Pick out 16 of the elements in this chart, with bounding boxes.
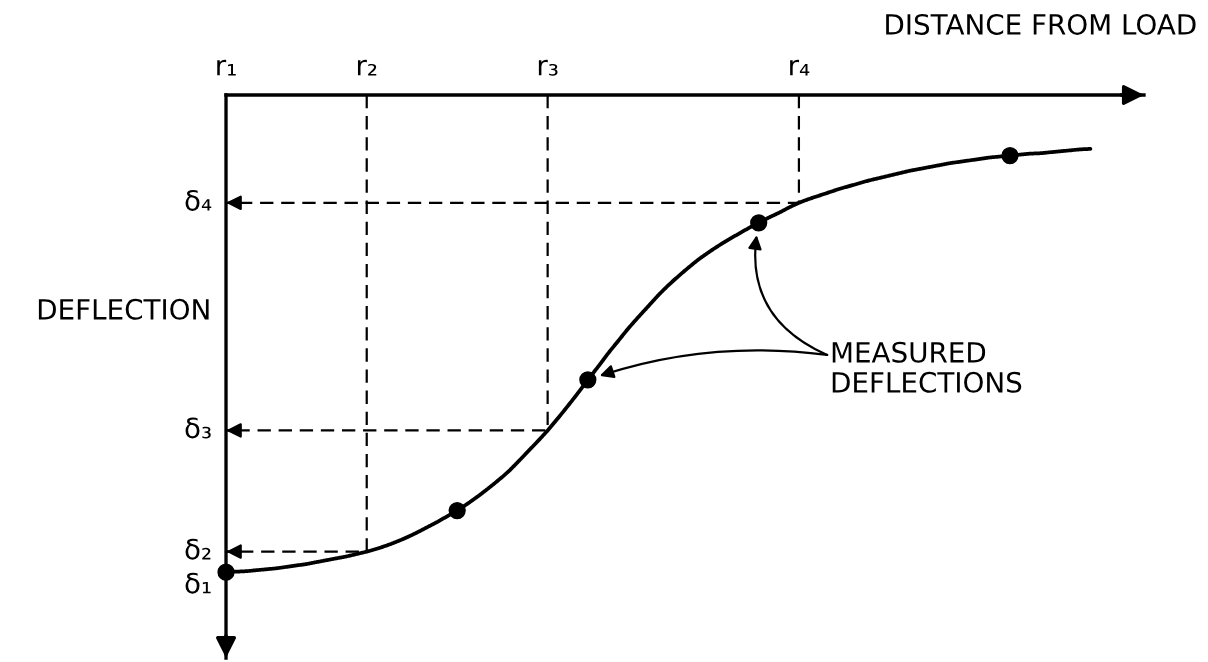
annotation: δ₄ bbox=[185, 189, 212, 211]
point bbox=[579, 371, 597, 389]
point bbox=[1001, 146, 1019, 165]
point bbox=[750, 214, 768, 232]
annotation: δ₁ bbox=[185, 572, 211, 594]
y-axis-title: DEFLECTION bbox=[38, 298, 209, 320]
point bbox=[217, 563, 235, 581]
x-tick-label: r₂ bbox=[357, 59, 377, 76]
annotation: δ₂ bbox=[185, 538, 211, 560]
x-axis-title: DISTANCE FROM LOAD bbox=[886, 13, 1196, 35]
point bbox=[448, 501, 466, 520]
annotation: δ₃ bbox=[185, 417, 211, 439]
x-tick-label: r₄ bbox=[790, 59, 810, 76]
x-tick-label: r₃ bbox=[538, 59, 558, 76]
x-tick-label: r₁ bbox=[217, 59, 236, 76]
annotation: MEASURED DEFLECTIONS bbox=[832, 341, 1022, 393]
